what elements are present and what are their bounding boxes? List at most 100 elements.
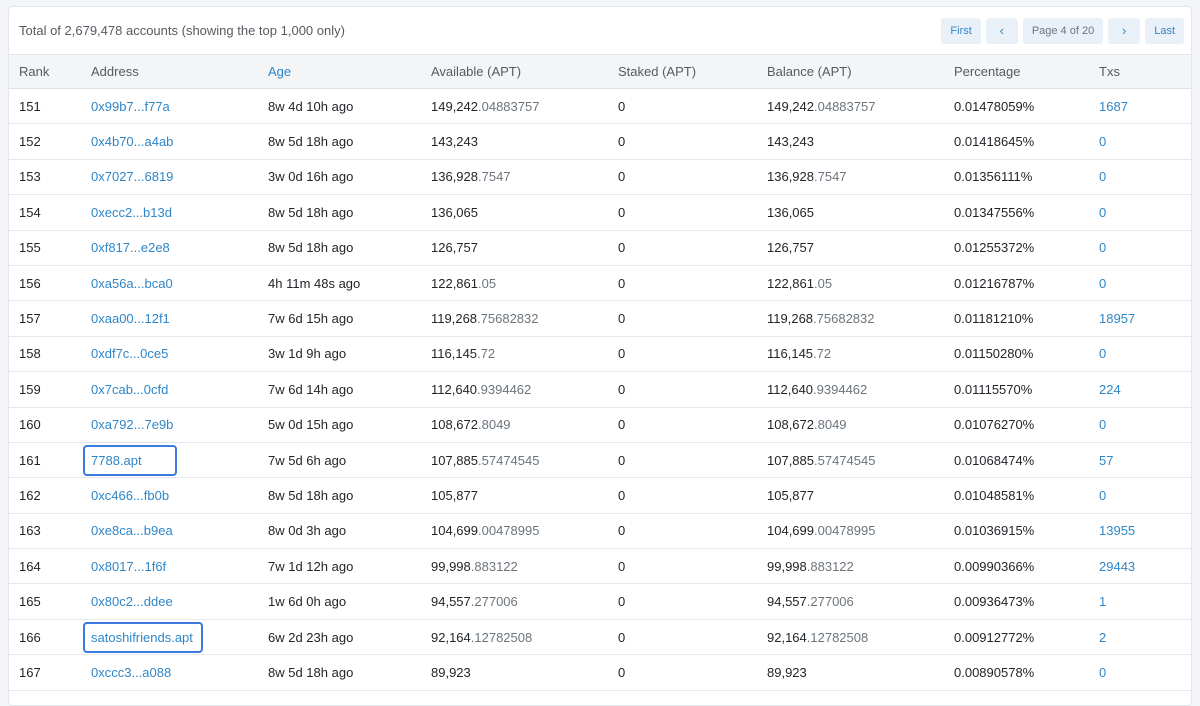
address-cell: 0xaa00...12f1 xyxy=(81,300,258,337)
txs-link[interactable]: 0 xyxy=(1099,346,1107,362)
col-txs: Txs xyxy=(1089,54,1191,89)
txs-link[interactable]: 0 xyxy=(1099,417,1107,433)
txs-link[interactable]: 0 xyxy=(1099,240,1107,256)
age-value: 8w 0d 3h ago xyxy=(268,523,347,539)
address-link[interactable]: 0x7027...6819 xyxy=(91,169,174,185)
rank-value: 165 xyxy=(19,594,41,610)
address-link[interactable]: 0x8017...1f6f xyxy=(91,558,167,574)
address-link[interactable]: satoshifriends.apt xyxy=(91,629,193,645)
balance-int: 92,164 xyxy=(767,629,807,645)
txs-link[interactable]: 0 xyxy=(1099,487,1107,503)
rank-cell: 155 xyxy=(9,230,81,266)
balance-int: 122,861 xyxy=(767,275,814,291)
address-cell: 0x4b70...a4ab xyxy=(81,123,258,160)
rank-cell: 161 xyxy=(9,442,81,479)
rank-cell: 165 xyxy=(9,583,81,620)
txs-link[interactable]: 0 xyxy=(1099,275,1107,291)
rank-value: 161 xyxy=(19,452,41,468)
staked-value: 0 xyxy=(618,523,626,539)
address-cell: 0xc466...fb0b xyxy=(81,477,258,514)
rank-value: 160 xyxy=(19,417,41,433)
age-cell: 8w 5d 18h ago xyxy=(258,477,421,514)
available-int: 119,268 xyxy=(431,311,478,327)
address-link[interactable]: 0xa56a...bca0 xyxy=(91,275,173,291)
balance-cell: 119,268.75682832 xyxy=(757,300,944,337)
percentage-value: 0.01115570% xyxy=(954,381,1033,397)
address-link[interactable]: 0xc466...fb0b xyxy=(91,487,170,503)
percentage-value: 0.01418645% xyxy=(954,134,1035,150)
address-link[interactable]: 0x4b70...a4ab xyxy=(91,134,174,150)
balance-cell: 149,242.04883757 xyxy=(757,88,944,125)
last-page-button[interactable]: Last xyxy=(1145,18,1184,44)
rank-cell: 162 xyxy=(9,477,81,514)
address-link[interactable]: 0xccc3...a088 xyxy=(91,664,172,680)
available-cell: 149,242.04883757 xyxy=(421,88,608,125)
percentage-value: 0.01150280% xyxy=(954,346,1034,362)
percentage-cell: 0.00890578% xyxy=(944,654,1089,691)
balance-int: 116,145 xyxy=(767,346,814,362)
staked-value: 0 xyxy=(618,134,626,150)
table-row: 163 0xe8ca...b9ea 8w 0d 3h ago 104,699.0047… xyxy=(9,513,1191,550)
balance-cell: 108,672.8049 xyxy=(757,407,944,443)
table-row: 157 0xaa00...12f1 7w 6d 15h ago 119,268.756… xyxy=(9,300,1191,337)
txs-link[interactable]: 1 xyxy=(1099,594,1107,610)
available-cell: 92,164.12782508 xyxy=(421,619,608,656)
address-link[interactable]: 0xf817...e2e8 xyxy=(91,240,170,256)
address-link[interactable]: 0xa792...7e9b xyxy=(91,417,174,433)
txs-link[interactable]: 13955 xyxy=(1099,523,1136,539)
txs-link[interactable]: 0 xyxy=(1099,204,1107,220)
address-cell: 0xdf7c...0ce5 xyxy=(81,336,258,373)
age-cell: 8w 5d 18h ago xyxy=(258,230,421,266)
rank-cell: 160 xyxy=(9,407,81,443)
available-cell: 136,928.7547 xyxy=(421,159,608,196)
available-cell: 126,757 xyxy=(421,230,608,266)
available-dec: .00478995 xyxy=(478,523,540,539)
address-link[interactable]: 0xdf7c...0ce5 xyxy=(91,346,169,362)
rank-value: 166 xyxy=(19,629,41,645)
address-link[interactable]: 0x7cab...0cfd xyxy=(91,381,169,397)
percentage-value: 0.00890578% xyxy=(954,664,1035,680)
balance-int: 94,557 xyxy=(767,594,807,610)
address-cell: 0xe8ca...b9ea xyxy=(81,513,258,550)
staked-value: 0 xyxy=(618,169,626,185)
address-link[interactable]: 0x99b7...f77a xyxy=(91,98,170,114)
next-page-button[interactable]: › xyxy=(1108,18,1141,44)
txs-cell: 29443 xyxy=(1089,548,1191,585)
prev-page-button[interactable]: ‹ xyxy=(985,18,1018,44)
first-page-button[interactable]: First xyxy=(941,18,981,44)
txs-cell: 1 xyxy=(1089,583,1191,620)
staked-value: 0 xyxy=(618,594,626,610)
staked-cell: 0 xyxy=(608,583,757,620)
balance-int: 136,065 xyxy=(767,204,814,220)
available-int: 149,242 xyxy=(431,98,478,114)
txs-link[interactable]: 18957 xyxy=(1099,311,1136,327)
txs-link[interactable]: 2 xyxy=(1099,629,1107,645)
address-link[interactable]: 0xecc2...b13d xyxy=(91,204,172,220)
address-link[interactable]: 0xaa00...12f1 xyxy=(91,311,170,327)
rank-value: 163 xyxy=(19,523,41,539)
available-dec: .04883757 xyxy=(478,98,540,114)
rank-cell: 156 xyxy=(9,265,81,302)
available-int: 107,885 xyxy=(431,452,478,468)
txs-link[interactable]: 224 xyxy=(1099,381,1121,397)
address-link[interactable]: 7788.apt xyxy=(91,452,142,468)
balance-dec: .277006 xyxy=(806,594,854,610)
txs-cell: 1687 xyxy=(1089,88,1191,125)
address-link[interactable]: 0xe8ca...b9ea xyxy=(91,523,173,539)
balance-int: 112,640 xyxy=(767,381,814,397)
balance-int: 143,243 xyxy=(767,134,814,150)
txs-link[interactable]: 29443 xyxy=(1099,558,1136,574)
available-int: 94,557 xyxy=(431,594,471,610)
rank-cell: 167 xyxy=(9,654,81,691)
age-cell: 3w 0d 16h ago xyxy=(258,159,421,196)
txs-link[interactable]: 1687 xyxy=(1099,98,1128,114)
address-link[interactable]: 0x80c2...ddee xyxy=(91,594,173,610)
txs-cell: 0 xyxy=(1089,123,1191,160)
txs-link[interactable]: 57 xyxy=(1099,452,1114,468)
txs-link[interactable]: 0 xyxy=(1099,169,1107,185)
txs-link[interactable]: 0 xyxy=(1099,664,1107,680)
available-dec: .9394462 xyxy=(477,381,532,397)
txs-link[interactable]: 0 xyxy=(1099,134,1107,150)
rank-cell: 159 xyxy=(9,371,81,408)
col-age-sortable[interactable]: Age xyxy=(258,54,421,89)
